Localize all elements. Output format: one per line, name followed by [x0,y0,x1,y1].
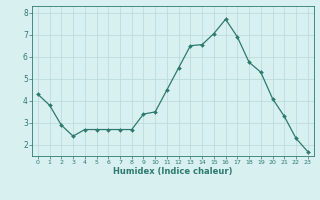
X-axis label: Humidex (Indice chaleur): Humidex (Indice chaleur) [113,167,233,176]
